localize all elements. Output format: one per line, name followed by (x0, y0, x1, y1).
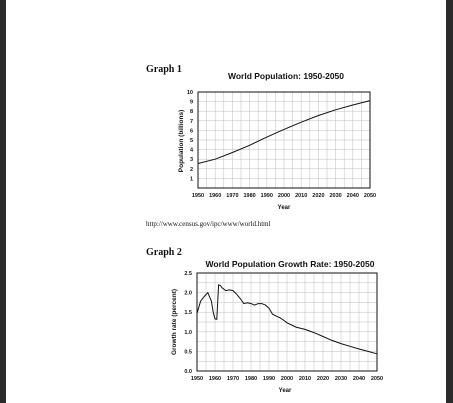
x-tick-label: 1970 (227, 376, 239, 382)
chart1-ylabel: Population (billions) (178, 110, 185, 172)
y-tick-label: 2.0 (184, 291, 192, 297)
y-tick-label: 2 (190, 167, 193, 173)
x-tick-label: 1990 (263, 376, 275, 382)
x-tick-label: 2020 (317, 376, 329, 382)
x-tick-label: 2010 (299, 376, 311, 382)
x-tick-label: 1950 (191, 376, 203, 382)
x-tick-label: 1980 (245, 376, 257, 382)
x-tick-label: 2040 (347, 193, 359, 199)
x-tick-label: 2000 (281, 376, 293, 382)
y-tick-label: 8 (190, 109, 193, 115)
y-tick-label: 5 (190, 138, 193, 144)
y-tick-label: 4 (190, 148, 194, 154)
series-line (196, 284, 378, 355)
graph1-heading: Graph 1 (146, 64, 182, 75)
x-tick-label: 1980 (243, 193, 255, 199)
y-tick-label: 10 (187, 90, 193, 96)
x-tick-label: 2040 (353, 376, 365, 382)
source-url[interactable]: http://www.census.gov/ipc/www/world.html (146, 220, 271, 228)
x-tick-label: 2030 (329, 193, 341, 199)
y-tick-label: 9 (190, 100, 193, 106)
chart2-xlabel: Year (279, 388, 292, 394)
y-tick-label: 2.5 (184, 271, 192, 277)
chart1-xlabel: Year (278, 205, 291, 211)
plot-frame (196, 272, 378, 372)
x-tick-label: 1960 (209, 376, 221, 382)
x-tick-label: 1950 (192, 193, 204, 199)
x-tick-label: 1990 (261, 193, 273, 199)
x-tick-label: 1970 (226, 193, 238, 199)
x-tick-label: 2000 (278, 193, 290, 199)
plot-frame (197, 91, 371, 189)
y-tick-label: 1.5 (184, 310, 192, 316)
x-tick-label: 2030 (335, 376, 347, 382)
y-tick-label: 0.5 (184, 349, 192, 355)
x-tick-label: 2020 (312, 193, 324, 199)
y-tick-label: 6 (190, 128, 193, 134)
x-tick-label: 2010 (295, 193, 307, 199)
y-tick-label: 3 (190, 157, 193, 163)
y-tick-label: 7 (190, 119, 193, 125)
chart2-title: World Population Growth Rate: 1950-2050 (206, 259, 375, 269)
x-tick-label: 2050 (364, 193, 376, 199)
chart2-ylabel: Growth rate (percent) (171, 289, 178, 355)
x-tick-label: 2050 (371, 376, 383, 382)
graph2-heading: Graph 2 (146, 247, 182, 258)
series-line (197, 100, 371, 164)
y-tick-label: 1 (190, 176, 193, 182)
document-page: Graph 1 Graph 2 http://www.census.gov/ip… (6, 0, 446, 403)
x-tick-label: 1960 (209, 193, 221, 199)
y-tick-label: 0.0 (184, 369, 192, 375)
chart1-title: World Population: 1950-2050 (228, 71, 344, 81)
y-tick-label: 1.0 (184, 330, 192, 336)
